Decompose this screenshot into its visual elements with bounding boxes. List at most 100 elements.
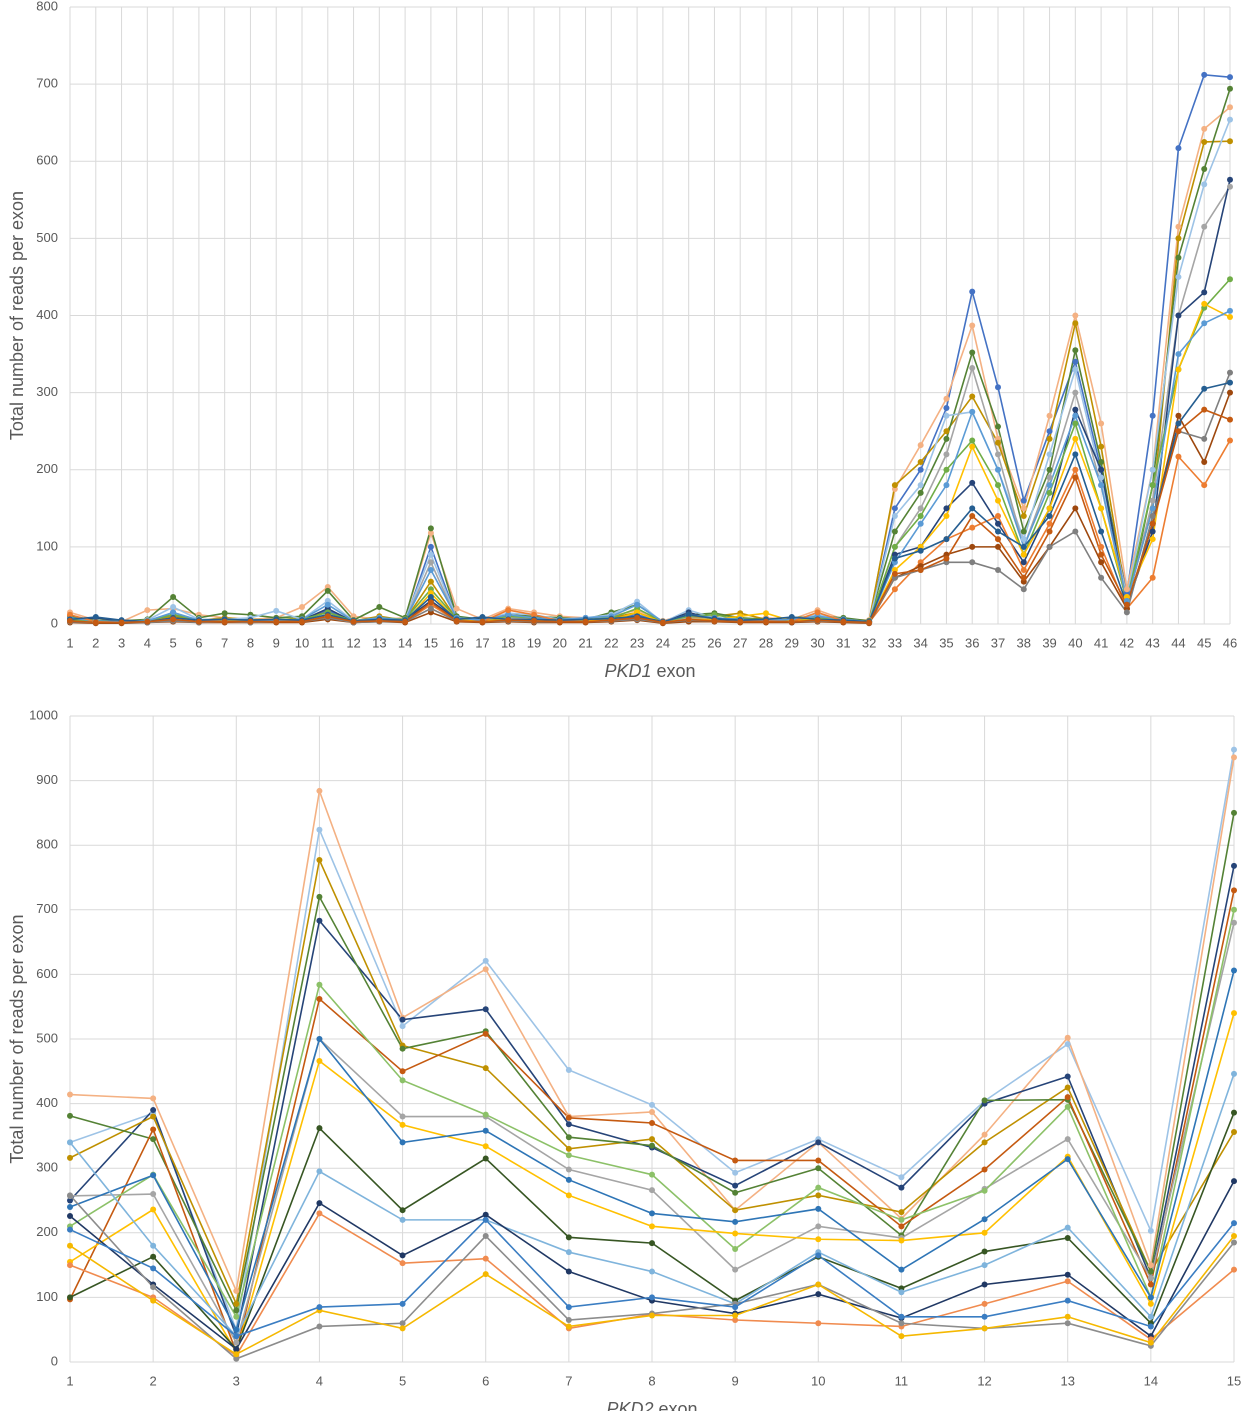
data-point [67,1154,73,1161]
x-tick-label: 19 [527,635,541,650]
data-point [981,1300,988,1307]
data-point [1098,459,1105,466]
data-point [453,617,460,624]
data-point [917,547,924,554]
data-point [1147,1323,1154,1330]
x-tick-label: 5 [169,635,176,650]
x-tick-label: 18 [501,635,515,650]
data-point [898,1209,905,1216]
data-point [1201,165,1208,172]
data-point [67,1112,73,1119]
data-point [482,1065,489,1072]
data-point [482,1127,489,1134]
data-point [150,1095,157,1102]
y-tick-label: 300 [36,1160,58,1175]
data-point [399,1325,406,1332]
data-point [1064,1094,1071,1101]
data-point [399,1216,406,1223]
data-point [505,617,512,624]
data-point [815,1281,822,1288]
data-point [1046,528,1053,535]
data-point [1046,482,1053,489]
data-point [995,482,1001,489]
data-point [233,1333,240,1340]
data-point [324,587,331,594]
data-point [316,1200,323,1207]
data-point [399,1016,406,1023]
x-tick-label: 20 [553,635,567,650]
data-point [685,616,692,623]
data-point [482,1155,489,1162]
data-point [1098,420,1105,427]
series-line [69,119,1231,624]
data-point [981,1097,988,1104]
data-point [316,1304,323,1311]
data-point [427,543,434,550]
data-point [1231,1266,1237,1273]
data-point [67,617,73,624]
x-tick-label: 9 [732,1373,739,1388]
data-point [659,619,666,626]
data-point [995,451,1001,458]
x-tick-label: 17 [475,635,489,650]
data-point [1064,1034,1071,1041]
data-point [1201,223,1208,230]
data-point [247,618,254,625]
data-point [1046,513,1053,520]
data-point [482,1255,489,1262]
data-point [350,618,357,625]
data-point [1046,451,1053,458]
data-point [1147,1300,1154,1307]
data-point [634,614,641,621]
x-tick-label: 13 [372,635,386,650]
data-point [399,1139,406,1146]
data-point [92,614,99,621]
data-point [815,1252,822,1259]
x-tick-label: 7 [221,635,228,650]
x-tick-label: 4 [144,635,151,650]
data-point [1020,536,1027,543]
data-point [1098,466,1105,473]
data-point [1046,428,1053,435]
x-tick-label: 29 [785,635,799,650]
data-point [505,607,512,614]
data-point [505,611,512,618]
data-point [565,1152,572,1159]
x-tick-label: 44 [1171,635,1185,650]
data-point [1149,513,1156,520]
data-point [969,443,976,450]
data-point [427,529,434,536]
data-point [1064,1278,1071,1285]
data-point [1175,312,1182,319]
data-point [917,520,924,527]
data-point [1072,451,1079,458]
data-point [891,543,898,550]
series-line [69,106,1231,623]
data-point [981,1325,988,1332]
data-point [649,1108,655,1115]
data-point [399,1207,406,1214]
data-point [1064,1224,1071,1231]
data-point [316,893,323,900]
data-point [891,528,898,535]
data-point [233,1313,240,1320]
series-line [69,140,1231,623]
data-point [399,1068,406,1075]
data-point [1046,412,1053,419]
x-tick-label: 2 [150,1373,157,1388]
data-point [1020,586,1027,593]
data-point [1072,366,1079,373]
data-point [891,505,898,512]
data-point [67,1139,73,1146]
data-point [1020,497,1027,504]
data-point [118,619,125,626]
data-point [1231,1129,1237,1136]
data-point [969,559,976,566]
data-point [1149,466,1156,473]
data-point [399,1121,406,1128]
data-point [649,1119,655,1126]
data-point [1227,314,1233,321]
data-point [150,1297,157,1304]
x-tick-label: 21 [578,635,592,650]
